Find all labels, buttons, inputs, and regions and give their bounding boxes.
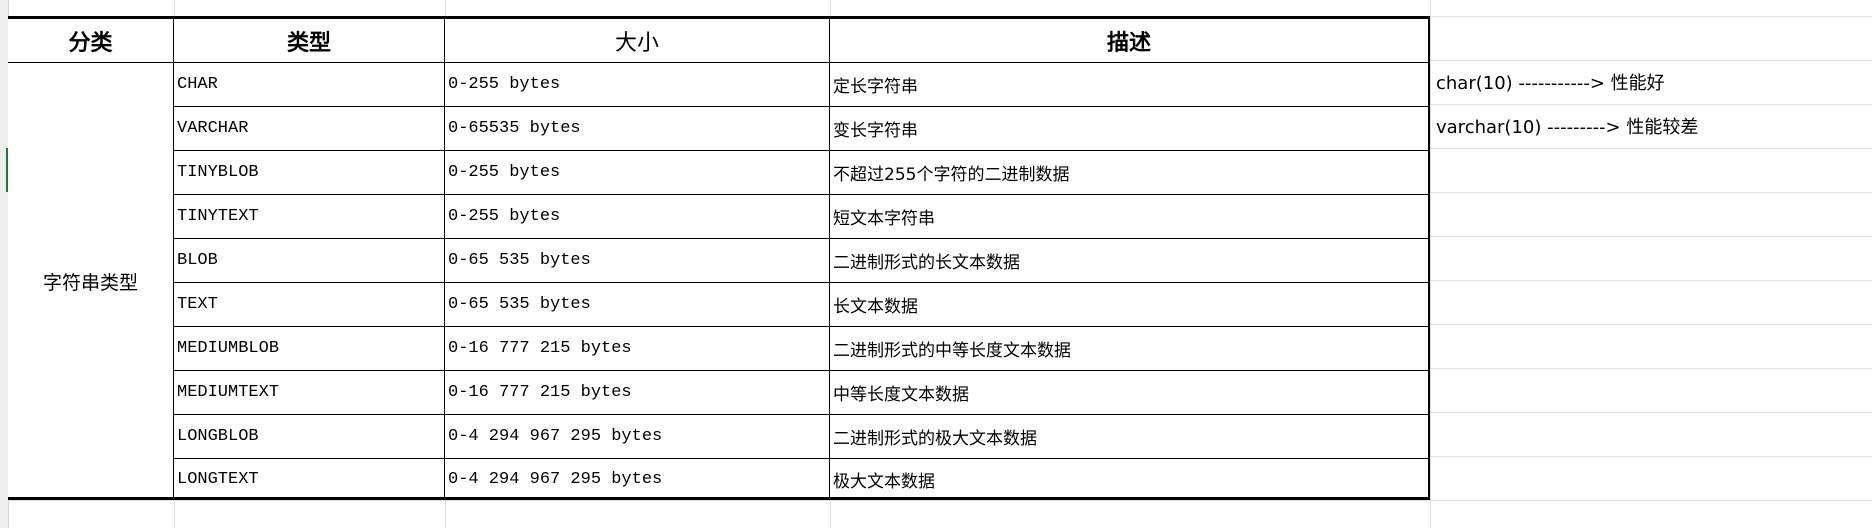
size-cell[interactable]: 0-65 535 bytes	[445, 239, 830, 283]
type-cell[interactable]: VARCHAR	[174, 107, 445, 151]
gridline-horizontal	[8, 500, 1872, 501]
description-cell[interactable]: 中等长度文本数据	[830, 371, 1428, 415]
size-cell[interactable]: 0-4 294 967 295 bytes	[445, 415, 830, 459]
description-cell[interactable]: 变长字符串	[830, 107, 1428, 151]
header-description[interactable]: 描述	[830, 19, 1428, 63]
header-size[interactable]: 大小	[445, 19, 830, 63]
size-cell[interactable]: 0-16 777 215 bytes	[445, 327, 830, 371]
description-cell[interactable]: 不超过255个字符的二进制数据	[830, 151, 1428, 195]
category-cell[interactable]: 字符串类型	[8, 63, 174, 500]
type-cell[interactable]: TINYBLOB	[174, 151, 445, 195]
size-cell[interactable]: 0-65 535 bytes	[445, 283, 830, 327]
description-cell[interactable]: 定长字符串	[830, 63, 1428, 107]
type-cell[interactable]: CHAR	[174, 63, 445, 107]
type-cell[interactable]: LONGBLOB	[174, 415, 445, 459]
type-cell[interactable]: BLOB	[174, 239, 445, 283]
description-cell[interactable]: 二进制形式的极大文本数据	[830, 415, 1428, 459]
description-cell[interactable]: 长文本数据	[830, 283, 1428, 327]
description-cell[interactable]: 二进制形式的长文本数据	[830, 239, 1428, 283]
note-varchar[interactable]: varchar(10) ---------> 性能较差	[1436, 117, 1699, 138]
type-cell[interactable]: TEXT	[174, 283, 445, 327]
size-cell[interactable]: 0-255 bytes	[445, 151, 830, 195]
size-cell[interactable]: 0-16 777 215 bytes	[445, 371, 830, 415]
selected-row-indicator	[6, 148, 8, 192]
type-cell[interactable]: TINYTEXT	[174, 195, 445, 239]
type-cell[interactable]: MEDIUMTEXT	[174, 371, 445, 415]
header-category[interactable]: 分类	[8, 19, 174, 63]
header-type[interactable]: 类型	[174, 19, 445, 63]
description-cell[interactable]: 极大文本数据	[833, 472, 935, 492]
size-cell[interactable]: 0-255 bytes	[445, 195, 830, 239]
type-cell[interactable]: MEDIUMBLOB	[174, 327, 445, 371]
note-char[interactable]: char(10) -----------> 性能好	[1436, 73, 1665, 94]
gridline-vertical	[1430, 0, 1431, 528]
string-types-table: 分类 类型 大小 描述 字符串类型 CHAR 0-255 bytes 定长字符串 VA…	[8, 16, 1430, 500]
description-cell[interactable]: 短文本字符串	[830, 195, 1428, 239]
size-cell[interactable]: 0-255 bytes	[445, 63, 830, 107]
type-cell[interactable]: LONGTEXT	[174, 459, 445, 500]
description-cell[interactable]: 二进制形式的中等长度文本数据	[830, 327, 1428, 371]
size-cell[interactable]: 0-4 294 967 295 bytes	[445, 459, 830, 500]
size-cell[interactable]: 0-65535 bytes	[445, 107, 830, 151]
